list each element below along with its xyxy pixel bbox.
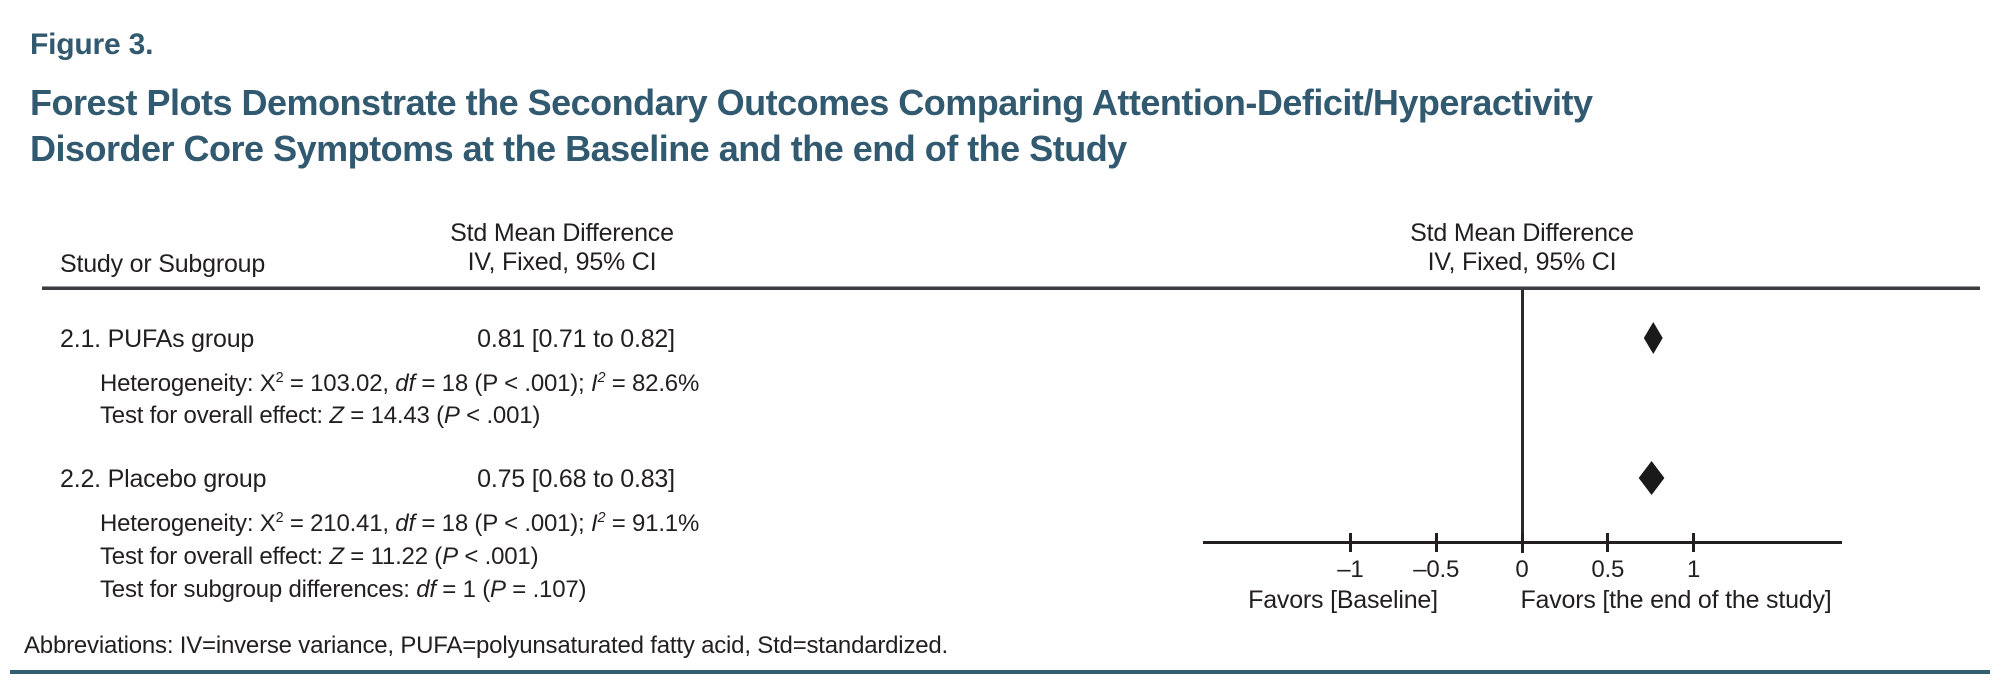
favors-right-label: Favors [the end of the study] — [1520, 586, 1832, 614]
estimate-placebo: 0.75 [0.68 to 0.83] — [477, 465, 675, 493]
column-header-study: Study or Subgroup — [60, 250, 266, 278]
zero-line — [1521, 290, 1524, 553]
axis-tick — [1692, 533, 1696, 552]
axis-tick — [1606, 533, 1610, 552]
smd-right-line1: Std Mean Difference — [1410, 219, 1634, 247]
column-header-smd-left: Std Mean Difference IV, Fixed, 95% CI — [450, 219, 674, 277]
figure-title-line1: Forest Plots Demonstrate the Secondary O… — [30, 82, 1593, 123]
figure-title: Forest Plots Demonstrate the Secondary O… — [30, 80, 1593, 172]
axis-tick — [1348, 533, 1352, 552]
figure-label: Figure 3. — [30, 28, 154, 61]
smd-left-line1: Std Mean Difference — [450, 219, 674, 247]
axis-tick-label: –0.5 — [1413, 556, 1460, 583]
axis-tick — [1434, 533, 1438, 552]
favors-left-label: Favors [Baseline] — [1248, 586, 1438, 614]
overall-effect-placebo: Test for overall effect: Z = 11.22 (P < … — [100, 543, 539, 570]
figure-title-line2: Disorder Core Symptoms at the Baseline a… — [30, 128, 1127, 169]
axis-tick-label: 0 — [1515, 556, 1529, 583]
header-rule — [42, 286, 1980, 290]
axis-tick-label: 1 — [1687, 556, 1701, 583]
overall-effect-pufas: Test for overall effect: Z = 14.43 (P < … — [100, 402, 541, 429]
subgroup-differences: Test for subgroup differences: df = 1 (P… — [100, 576, 587, 603]
column-header-smd-right: Std Mean Difference IV, Fixed, 95% CI — [1410, 219, 1634, 277]
smd-right-line2: IV, Fixed, 95% CI — [1427, 248, 1617, 276]
summary-diamond — [1643, 322, 1663, 354]
axis-tick-label: –1 — [1337, 556, 1364, 583]
estimate-pufas: 0.81 [0.71 to 0.82] — [477, 325, 675, 353]
group-label-placebo: 2.2. Placebo group — [60, 465, 267, 493]
axis-tick — [1520, 533, 1524, 552]
smd-left-line2: IV, Fixed, 95% CI — [467, 248, 657, 276]
group-label-pufas: 2.1. PUFAs group — [60, 325, 255, 353]
summary-diamond — [1638, 461, 1665, 495]
axis-tick-label: 0.5 — [1591, 556, 1625, 583]
heterogeneity-pufas: Heterogeneity: X2 = 103.02, df = 18 (P <… — [100, 370, 700, 397]
bottom-accent-rule — [10, 670, 1990, 674]
heterogeneity-placebo: Heterogeneity: X2 = 210.41, df = 18 (P <… — [100, 510, 700, 537]
abbreviations-note: Abbreviations: IV=inverse variance, PUFA… — [24, 632, 949, 659]
